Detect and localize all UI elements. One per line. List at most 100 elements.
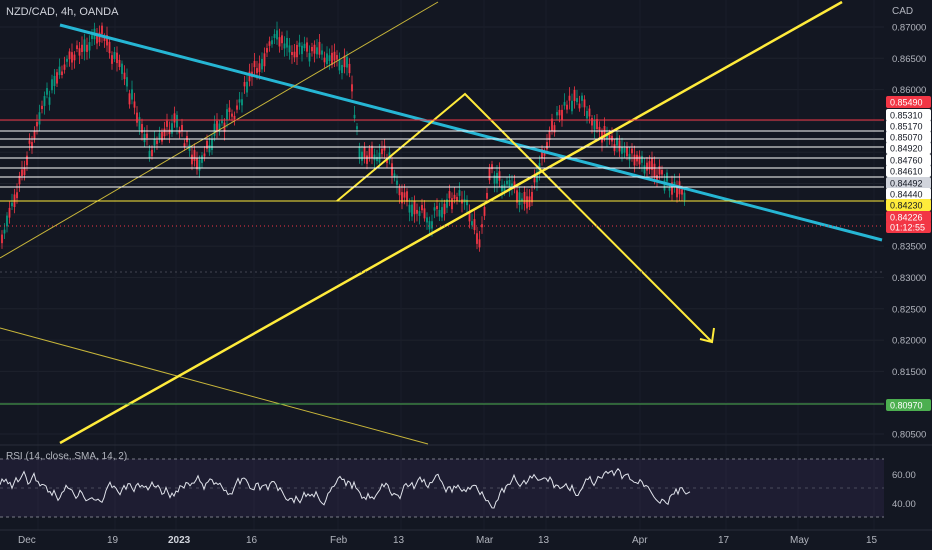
candle-body [183, 143, 186, 148]
candle-body [616, 137, 618, 146]
candle-body [303, 43, 306, 49]
candle-body [401, 192, 403, 204]
time-label-dec: Dec [18, 535, 36, 546]
time-label-feb: Feb [330, 535, 348, 546]
candle-body [343, 55, 346, 68]
candle-body [128, 93, 131, 105]
price-tick: 0.82000 [892, 336, 926, 347]
candle-body [226, 109, 228, 120]
candle-body [241, 99, 243, 106]
candle-body [248, 71, 251, 82]
candle-body [338, 59, 341, 71]
candle-body [633, 154, 636, 166]
candle-body [126, 77, 128, 87]
candle-body [646, 162, 648, 171]
candle-body [28, 140, 31, 144]
cyan-trendline[interactable] [59, 23, 883, 242]
candle-body [16, 192, 18, 199]
candle-body [356, 126, 358, 130]
candle-body [538, 163, 541, 172]
candle-body [411, 204, 413, 217]
candle-body [88, 42, 91, 51]
candle-body [231, 113, 233, 117]
yellow-projection-path[interactable] [336, 92, 713, 343]
white-horizontal-levels[interactable] [0, 130, 884, 188]
candle-body [143, 133, 146, 143]
yellow-ascending-trendline[interactable] [59, 0, 843, 445]
candle-body [73, 54, 76, 61]
drawing-tools[interactable] [0, 0, 884, 445]
candle-body [238, 99, 241, 103]
candle-body [351, 84, 353, 92]
candle-body [593, 120, 596, 130]
candle-body [368, 148, 371, 158]
candle-body [481, 224, 483, 228]
currency-label: CAD [892, 6, 913, 17]
candle-body [656, 175, 658, 181]
candle-body [583, 99, 586, 108]
rsi-title[interactable]: RSI (14, close, SMA, 14, 2) [6, 451, 127, 462]
thin-yellow-falling-line[interactable] [0, 327, 429, 445]
candle-body [451, 198, 453, 210]
candle-body [298, 42, 301, 47]
candle-body [428, 221, 431, 230]
candle-body [148, 150, 151, 159]
candle-body [283, 43, 286, 49]
candle-body [136, 112, 138, 123]
candle-body [308, 52, 311, 62]
candle-body [628, 153, 631, 161]
thin-yellow-trendline[interactable] [0, 1, 439, 259]
symbol-info[interactable]: NZD/CAD, 4h, OANDA [6, 6, 119, 18]
candle-body [6, 215, 8, 227]
candle-body [286, 37, 288, 48]
price-tick: 0.86500 [892, 54, 926, 65]
candle-body [91, 35, 93, 40]
candle-body [523, 191, 526, 204]
grid-lines [0, 26, 884, 435]
candle-body [566, 104, 568, 110]
candle-body [208, 145, 211, 153]
candle-body [281, 35, 283, 44]
candle-body [326, 53, 328, 65]
price-label-text: 0.85490 [890, 98, 923, 108]
candle-body [488, 167, 491, 181]
candle-body [353, 114, 356, 119]
candle-body [111, 55, 113, 64]
candle-body [426, 217, 428, 223]
candle-body [141, 124, 143, 133]
candle-body [528, 196, 531, 207]
price-tick: 0.86000 [892, 85, 926, 96]
candle-body [198, 159, 201, 171]
candle-body [11, 202, 13, 207]
candle-body [253, 60, 256, 68]
candle-body [533, 178, 536, 183]
candle-body [301, 45, 303, 55]
candle-body [443, 203, 446, 215]
candle-body [371, 145, 373, 159]
price-tick: 0.81500 [892, 367, 926, 378]
time-label-13: 13 [393, 535, 405, 546]
candle-body [408, 204, 411, 213]
candle-body [493, 175, 496, 184]
time-label-16: 16 [246, 535, 258, 546]
rsi-panel[interactable]: RSI (14, close, SMA, 14, 2) 60.00 40.00 [0, 444, 932, 518]
candle-body [596, 119, 598, 130]
rsi-line[interactable] [0, 467, 691, 509]
price-axis[interactable]: CAD 0.870000.865000.860000.855000.850000… [884, 0, 932, 530]
price-label-badge [886, 399, 931, 411]
candle-body [328, 55, 331, 62]
candle-body [438, 209, 441, 217]
price-label-text: 0.84492 [890, 179, 923, 189]
candle-body [58, 66, 61, 75]
time-axis[interactable]: Dec 19 2023 16 Feb 13 Mar 13 Apr 17 May … [0, 529, 932, 546]
candle-body [218, 123, 221, 130]
candle-body [81, 44, 83, 53]
candle-body [506, 180, 508, 185]
candle-body [503, 184, 506, 193]
candle-body [68, 51, 71, 60]
candle-body [21, 169, 23, 176]
candle-body [153, 139, 156, 146]
